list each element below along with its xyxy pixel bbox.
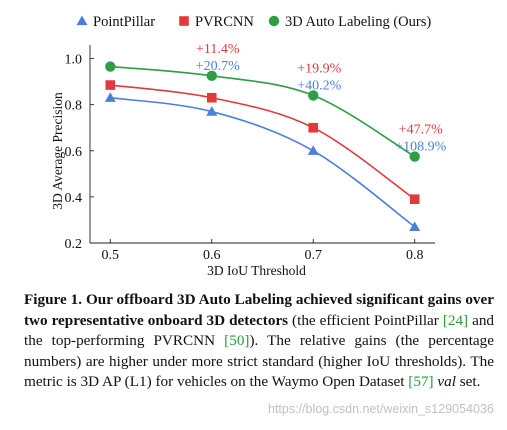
chart-axes: 0.2 0.4 0.6 0.8 1.0 0.5 0.6 0.7 0.8 3D IoU Thresh…	[50, 45, 435, 278]
y-tick-label: 0.8	[65, 99, 83, 114]
watermark-text: https://blog.csdn.net/weixin_s129054036	[268, 402, 494, 416]
legend-label-0: PointPillar	[93, 14, 155, 30]
caption-text-1: (the efficient PointPillar	[292, 311, 439, 329]
series-point-2	[206, 70, 217, 82]
series-point-1	[308, 122, 319, 133]
series-point-2	[308, 90, 319, 101]
gain-vs-pointpillar: +40.2%	[297, 78, 341, 93]
caption-ref-1[interactable]: [24]	[442, 311, 469, 329]
caption-ref-3[interactable]: [57]	[408, 373, 434, 391]
series-line-0	[110, 96, 416, 228]
series-point-2	[105, 61, 116, 72]
figure-caption: Figure 1. Our offboard 3D Auto Labeling …	[24, 290, 494, 393]
chart-markers	[104, 61, 421, 231]
caption-bold-text: Our offboard 3D Auto Labeling achieved s…	[24, 291, 494, 329]
series-line-1	[110, 84, 416, 200]
series-point-0	[206, 106, 218, 116]
series-line-2	[110, 65, 416, 158]
x-tick-label: 0.5	[102, 248, 120, 263]
gain-vs-pointpillar: +108.9%	[395, 140, 446, 155]
series-point-1	[409, 194, 420, 204]
x-tick-label: 0.7	[304, 248, 322, 263]
gain-vs-pvrcnn: +11.4%	[196, 42, 240, 57]
y-tick-label: 1.0	[65, 53, 83, 68]
figure-chart: PointPillar PVRCNN 3D Auto Labeling (Ours)…	[50, 14, 447, 278]
y-tick-label: 0.2	[65, 237, 83, 252]
caption-text-4: set.	[459, 373, 481, 391]
caption-italic: val	[437, 373, 456, 391]
legend-marker-1	[179, 16, 189, 26]
x-tick-label: 0.8	[406, 248, 424, 263]
chart-series-lines	[110, 65, 416, 228]
y-tick-label: 0.4	[65, 191, 83, 206]
gain-vs-pvrcnn: +47.7%	[399, 123, 443, 138]
series-point-0	[307, 145, 319, 155]
caption-ref-2[interactable]: [50]	[224, 332, 250, 350]
series-point-0	[409, 221, 421, 231]
series-point-2	[409, 151, 420, 162]
caption-label: Figure 1.	[24, 291, 83, 308]
legend-marker-2	[268, 15, 280, 27]
chart-gain-annotations: +11.4% +20.7% +19.9% +40.2% +47.7% +108.9%	[196, 42, 447, 155]
legend-marker-0	[76, 15, 88, 26]
chart-legend: PointPillar PVRCNN 3D Auto Labeling (Ours)	[76, 14, 431, 30]
series-point-1	[206, 92, 217, 103]
y-tick-label: 0.6	[65, 145, 83, 160]
series-point-1	[105, 80, 116, 90]
x-axis-title: 3D IoU Threshold	[207, 263, 306, 278]
y-axis-title: 3D Average Precision	[50, 92, 65, 210]
gain-vs-pvrcnn: +19.9%	[297, 61, 341, 76]
series-point-0	[104, 92, 116, 102]
gain-vs-pointpillar: +20.7%	[196, 59, 240, 74]
caption-text-2: and the top-performing PVRCNN	[24, 311, 495, 350]
caption-text-3: ). The relative gains (the percentage nu…	[24, 332, 494, 391]
legend-label-1: PVRCNN	[195, 14, 254, 30]
legend-label-2: 3D Auto Labeling (Ours)	[285, 14, 431, 30]
x-tick-label: 0.6	[203, 248, 221, 263]
